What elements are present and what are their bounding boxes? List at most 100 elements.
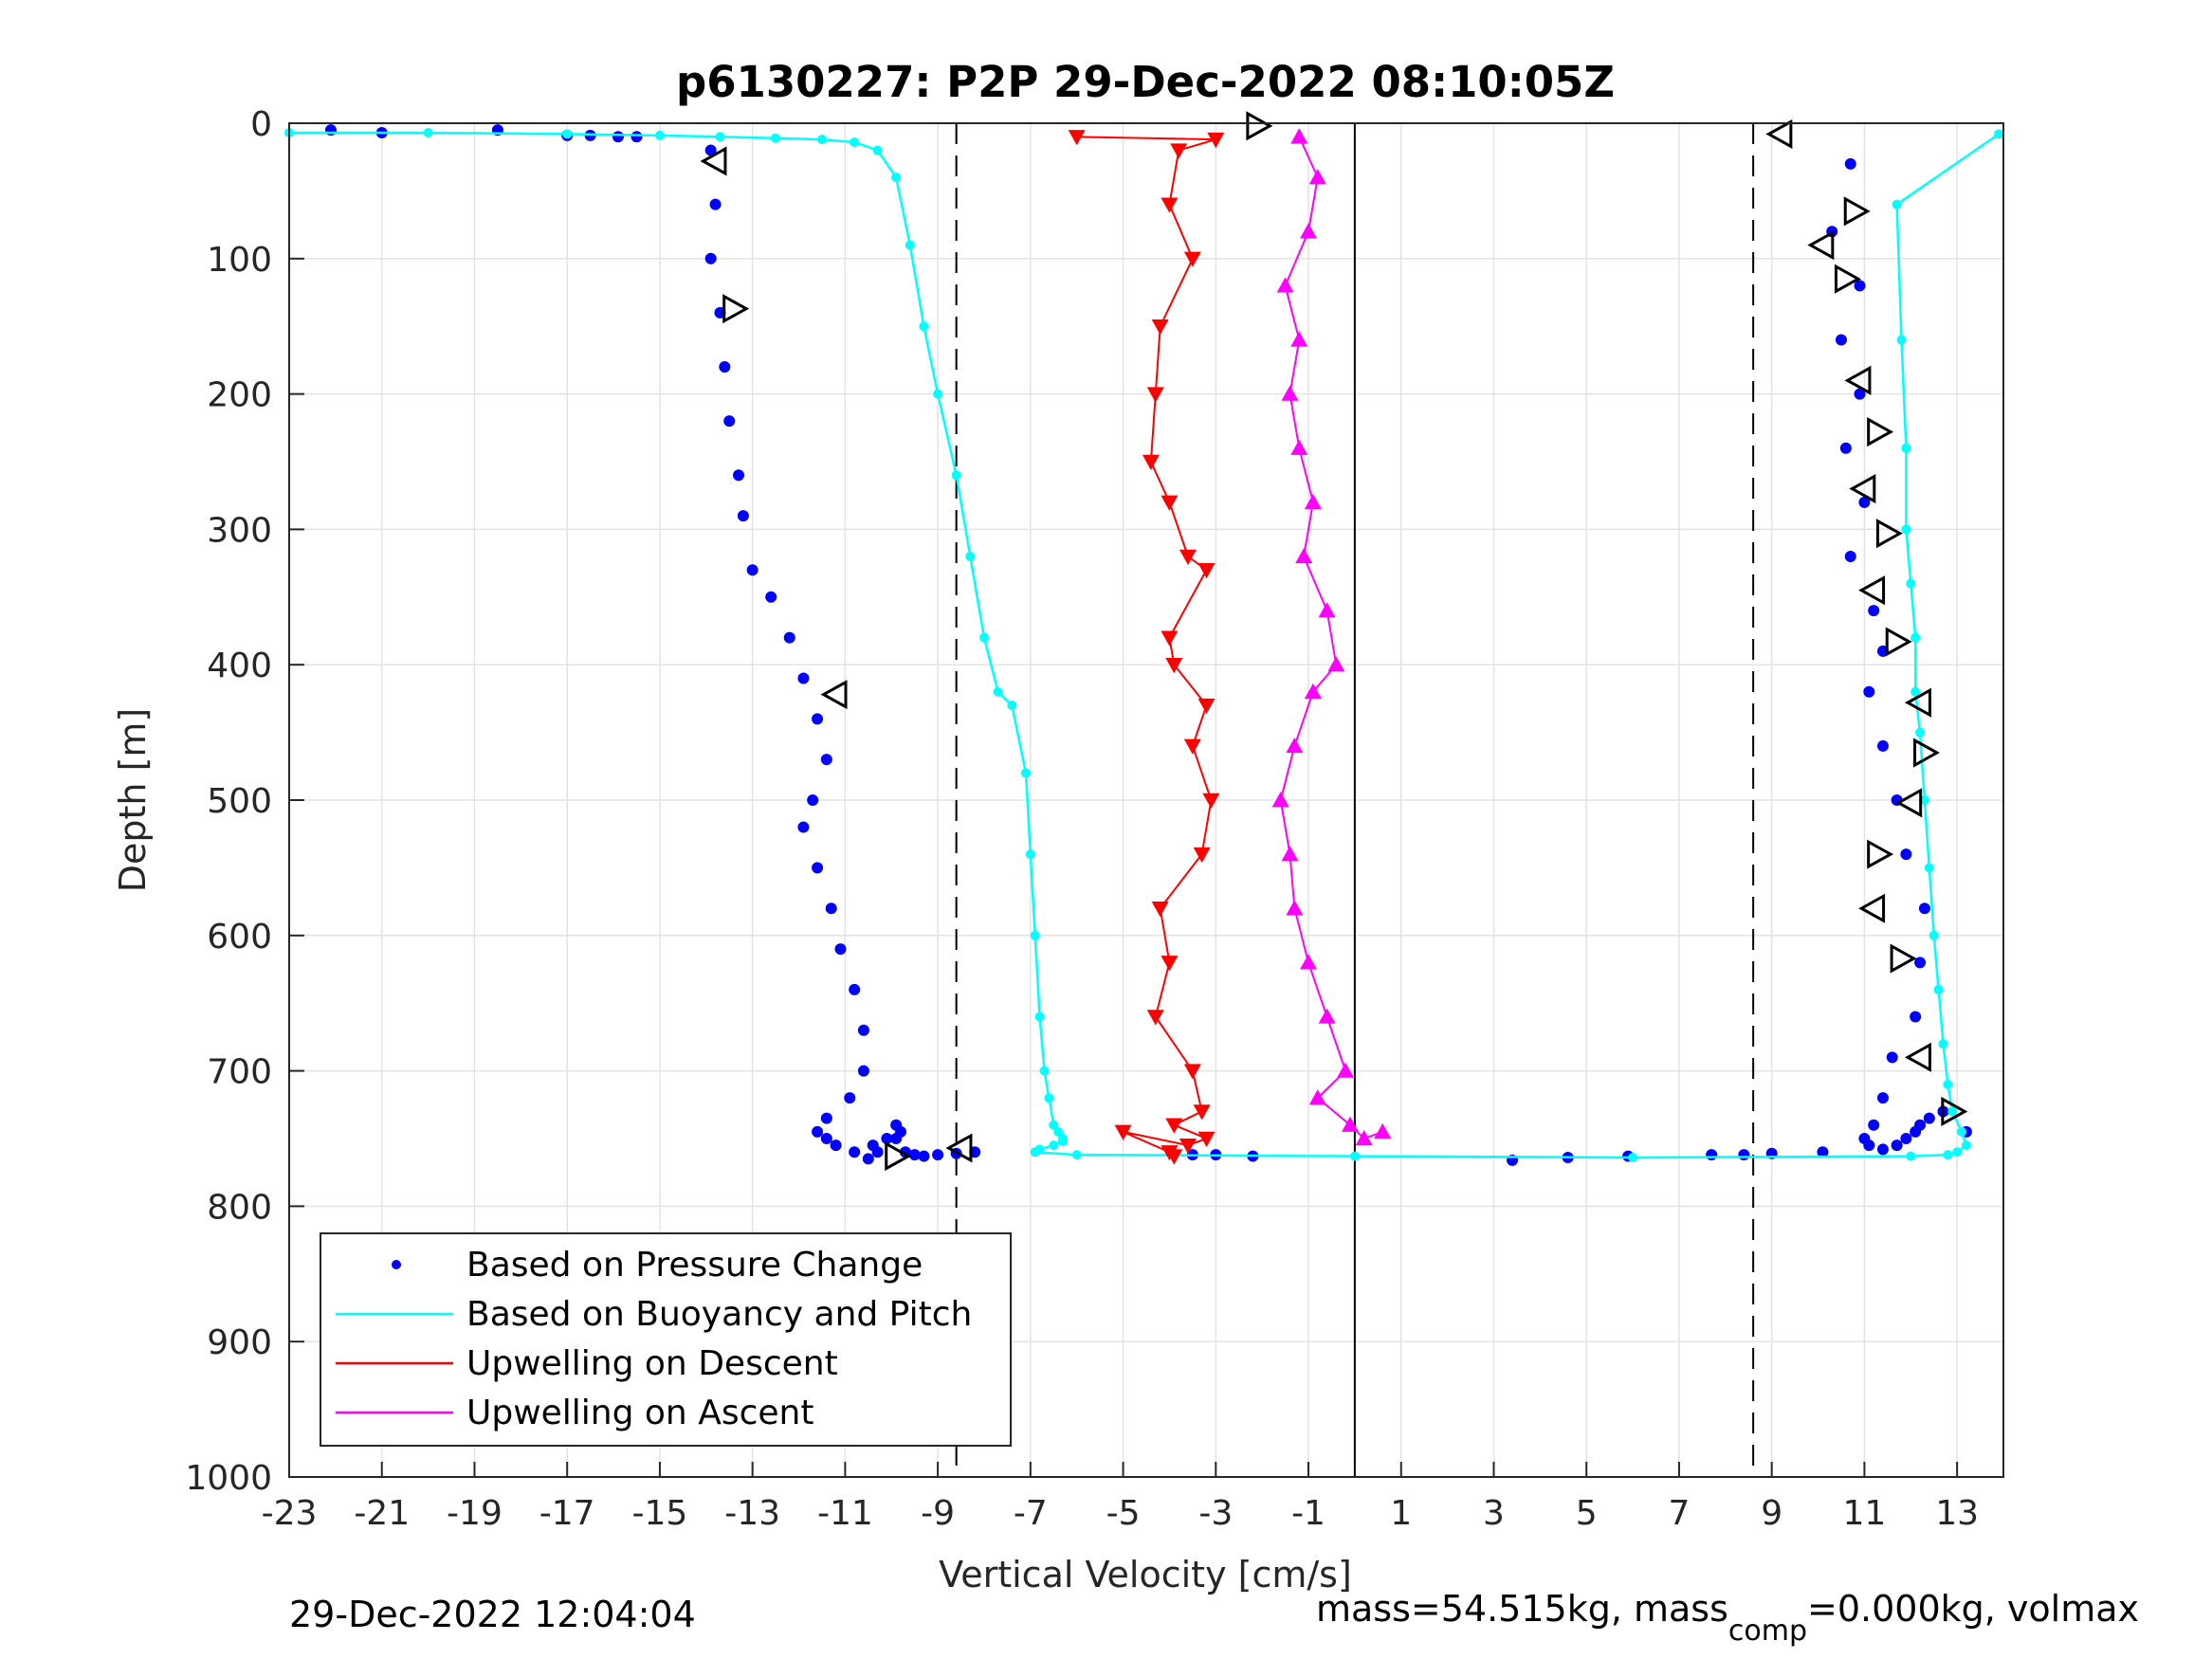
data-point — [1179, 549, 1197, 565]
data-point — [933, 389, 943, 399]
data-point — [1943, 1079, 1953, 1089]
data-point — [905, 240, 915, 250]
data-point — [978, 632, 989, 643]
y-tick-label: 400 — [207, 647, 272, 685]
data-point — [423, 127, 433, 137]
data-point — [1863, 1139, 1875, 1152]
data-point — [737, 510, 749, 522]
data-point — [1170, 143, 1188, 159]
data-point — [1286, 900, 1304, 916]
data-point — [771, 133, 781, 143]
data-point — [1863, 685, 1875, 698]
data-point — [932, 1149, 944, 1161]
data-point — [1318, 1008, 1336, 1024]
data-point — [1151, 319, 1169, 336]
data-point — [1929, 930, 1939, 940]
legend-label: Upwelling on Ascent — [466, 1394, 814, 1432]
data-point — [1858, 575, 1886, 606]
x-tick-label: -3 — [1198, 1494, 1233, 1533]
data-point — [820, 1133, 832, 1144]
data-point — [1957, 1126, 1967, 1137]
data-point — [849, 983, 861, 995]
data-point — [1039, 1066, 1050, 1076]
data-point — [1146, 387, 1164, 403]
data-point — [867, 1139, 879, 1152]
data-point — [1844, 365, 1872, 395]
y-axis-label: Depth [m] — [112, 708, 154, 893]
data-point — [844, 1092, 856, 1104]
data-point — [1896, 335, 1907, 345]
series-layer — [284, 111, 2004, 1172]
data-point — [1952, 1147, 1963, 1158]
data-point — [1271, 792, 1289, 808]
data-point — [1197, 1131, 1216, 1147]
data-point — [820, 754, 832, 766]
mass-subscript: comp — [1728, 1614, 1807, 1648]
data-point — [825, 902, 837, 915]
footer-timestamp: 29-Dec-2022 12:04:04 — [289, 1594, 696, 1635]
data-point — [1071, 1150, 1082, 1160]
data-point — [1876, 739, 1889, 752]
legend-label: Based on Buoyancy and Pitch — [466, 1295, 972, 1334]
data-point — [1161, 956, 1179, 972]
series-line — [1076, 136, 1216, 1158]
data-point — [1327, 656, 1345, 672]
data-point — [1197, 698, 1216, 715]
y-tick-label: 900 — [207, 1323, 272, 1362]
data-point — [1913, 738, 1941, 768]
series-4 — [700, 111, 1968, 1172]
data-point — [1165, 658, 1183, 674]
data-point — [1867, 839, 1894, 869]
data-point — [1933, 984, 1944, 994]
data-point — [1114, 1124, 1132, 1140]
data-point — [1906, 1151, 1916, 1161]
series-1 — [284, 127, 2004, 1162]
data-point — [1938, 1039, 1948, 1049]
data-point — [1246, 111, 1273, 141]
data-point — [704, 144, 717, 156]
data-point — [1910, 686, 1921, 697]
data-point — [1030, 930, 1040, 940]
data-point — [1628, 1152, 1638, 1162]
data-point — [1058, 1136, 1069, 1146]
y-tick-label: 1000 — [185, 1459, 272, 1498]
data-point — [1207, 132, 1225, 149]
data-point — [807, 794, 819, 806]
y-tick-label: 500 — [207, 782, 272, 821]
data-point — [857, 1065, 869, 1077]
mass-text-end: =0.000kg, volmax — [1807, 1588, 2139, 1630]
data-point — [704, 252, 717, 264]
data-point — [1844, 157, 1856, 170]
data-point — [1918, 902, 1930, 915]
data-point — [872, 145, 883, 155]
data-point — [1318, 602, 1336, 618]
data-point — [812, 713, 824, 725]
data-point — [722, 294, 750, 324]
data-point — [1290, 331, 1308, 347]
data-point — [1030, 1147, 1040, 1158]
data-point — [612, 131, 624, 143]
data-point — [812, 1125, 824, 1138]
data-point — [1906, 578, 1916, 589]
data-point — [919, 321, 929, 332]
data-point — [1738, 1149, 1750, 1161]
data-point — [834, 943, 847, 956]
y-axis-ticks: 0 100 200 300 400 500 600 700 800 900 1000 — [185, 105, 304, 1498]
data-point — [1281, 385, 1299, 401]
x-tick-label: -17 — [539, 1494, 595, 1533]
data-point — [1924, 863, 1934, 873]
data-point — [1286, 737, 1304, 754]
data-point — [1868, 1119, 1880, 1131]
data-point — [1161, 197, 1179, 213]
data-point — [719, 361, 731, 374]
data-point — [1295, 547, 1313, 564]
data-point — [1923, 1112, 1935, 1124]
data-point — [918, 1150, 930, 1162]
data-point — [830, 1139, 842, 1152]
x-tick-label: 11 — [1842, 1494, 1886, 1533]
y-tick-label: 700 — [207, 1053, 272, 1092]
x-tick-label: 3 — [1483, 1494, 1505, 1533]
data-point — [1355, 1130, 1373, 1146]
x-tick-label: 13 — [1935, 1494, 1979, 1533]
